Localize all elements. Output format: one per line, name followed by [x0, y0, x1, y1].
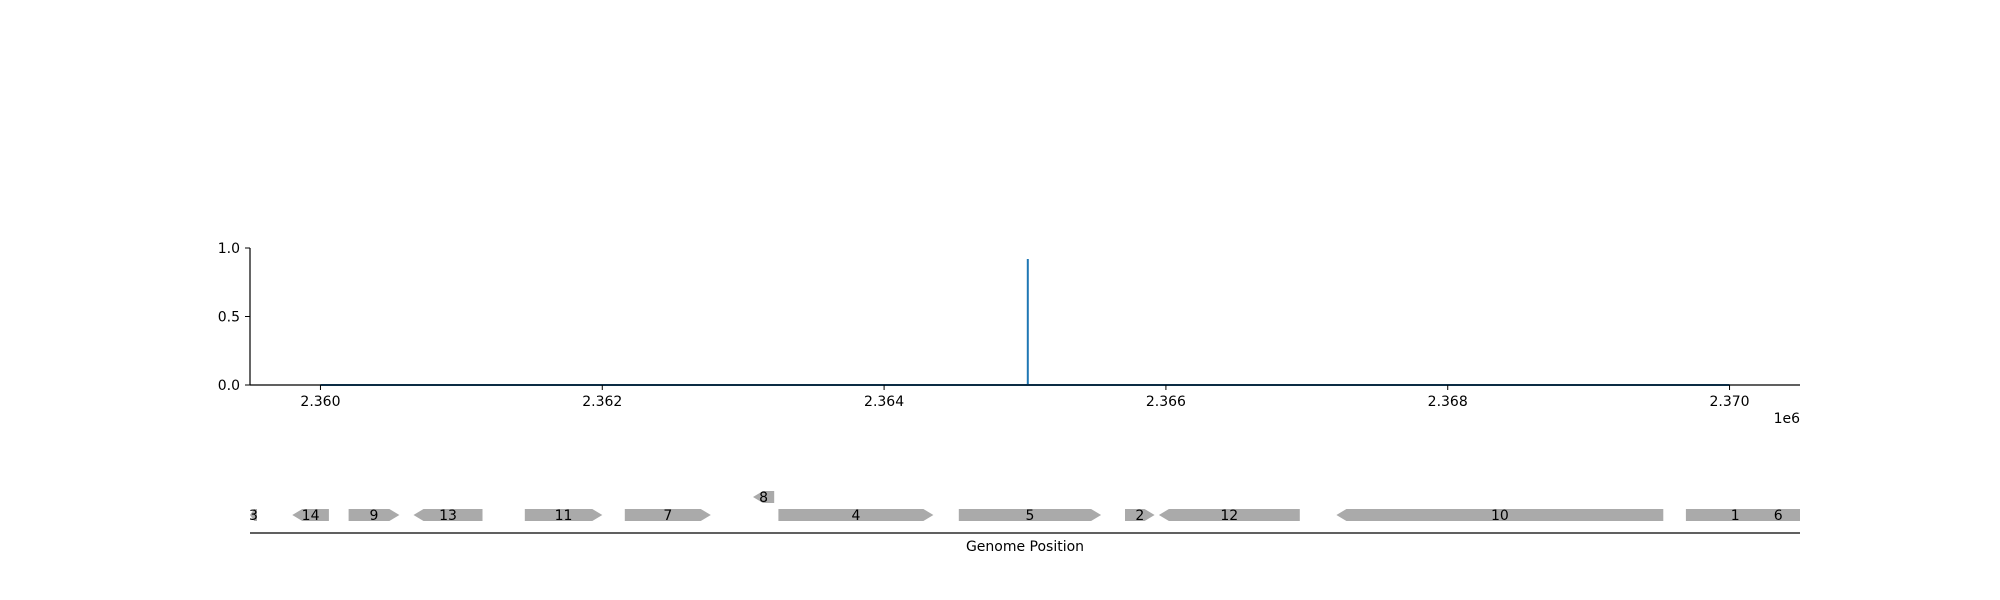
signal-plot: 0.0 0.5 1.0 2.360 2.362 2.364 2.366 2.368 2.370… — [218, 241, 1800, 427]
gene-label-7: 7 — [663, 508, 672, 524]
gene-arrow-7 — [624, 509, 711, 521]
gene-arrow-4 — [778, 509, 934, 521]
gene-label-14: 14 — [302, 508, 320, 524]
signal-line-0 — [320, 259, 1730, 386]
gene-arrow-10 — [1336, 509, 1664, 521]
gene-label-11: 11 — [555, 508, 573, 524]
y-ticks: 0.0 0.5 1.0 — [218, 241, 250, 394]
gene-label-13: 13 — [439, 508, 457, 524]
gene-label-6: 6 — [1774, 508, 1783, 524]
x-tick-label-4: 2.368 — [1428, 394, 1468, 410]
y-tick-label-0: 0.0 — [218, 378, 240, 394]
x-tick-label-2: 2.364 — [864, 394, 904, 410]
x-offset-label: 1e6 — [1774, 411, 1801, 427]
gene-label-4: 4 — [851, 508, 860, 524]
gene-label-2: 2 — [1135, 508, 1144, 524]
gene-label-1: 1 — [1731, 508, 1740, 524]
x-tick-label-5: 2.370 — [1709, 394, 1749, 410]
gene-arrow-2 — [1125, 509, 1155, 521]
y-tick-label-1: 0.5 — [218, 310, 240, 326]
gene-label-8: 8 — [759, 490, 768, 506]
gene-track-xlabel: Genome Position — [966, 539, 1084, 555]
signal-series — [320, 259, 1730, 386]
gene-arrow-13 — [413, 509, 483, 521]
x-ticks: 2.360 2.362 2.364 2.366 2.368 2.370 — [300, 385, 1750, 410]
gene-label-9: 9 — [370, 508, 379, 524]
gene-label-5: 5 — [1025, 508, 1034, 524]
gene-arrow-5 — [958, 509, 1102, 521]
gene-arrow-14 — [292, 509, 329, 521]
gene-arrow-12 — [1158, 509, 1300, 521]
gene-arrow-6 — [1756, 509, 1800, 521]
gene-arrows: 3 14 9 13 11 7 8 4 5 2 12 10 1 6 — [249, 490, 1800, 524]
gene-label-3: 3 — [249, 508, 258, 524]
gene-label-10: 10 — [1491, 508, 1509, 524]
gene-arrow-9 — [348, 509, 400, 521]
gene-arrow-11 — [524, 509, 603, 521]
x-tick-label-1: 2.362 — [582, 394, 622, 410]
gene-arrow-8 — [753, 491, 775, 503]
gene-label-12: 12 — [1220, 508, 1238, 524]
x-tick-label-3: 2.366 — [1146, 394, 1186, 410]
gene-arrow-3 — [250, 509, 257, 521]
gene-track: 3 14 9 13 11 7 8 4 5 2 12 10 1 6 Genome Position — [249, 490, 1800, 555]
gene-arrow-1 — [1685, 509, 1785, 521]
y-tick-label-2: 1.0 — [218, 241, 240, 257]
x-tick-label-0: 2.360 — [300, 394, 340, 410]
